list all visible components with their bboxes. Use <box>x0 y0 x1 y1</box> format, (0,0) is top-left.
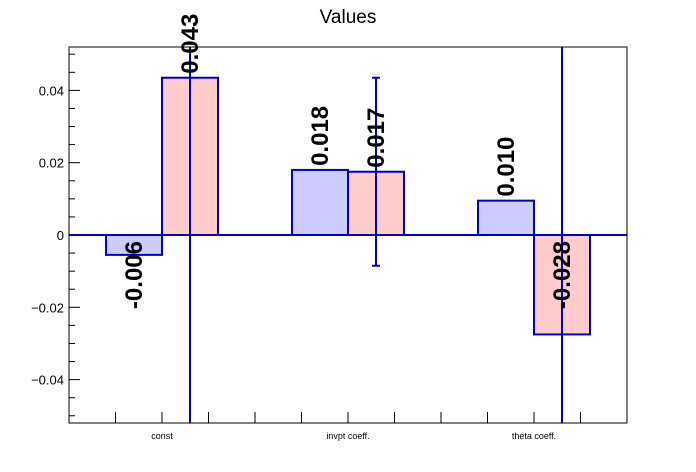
x-category-label: theta coeff. <box>512 431 556 441</box>
data-label: 0.017 <box>363 108 390 168</box>
data-labels-layer: -0.006 0.018 0.010 0.043 0.017 -0.028 <box>121 14 576 309</box>
x-category-label: const <box>151 431 173 441</box>
y-tick-label: 0.02 <box>39 156 64 171</box>
y-tick-label: 0 <box>57 228 64 243</box>
bar-series1 <box>291 168 349 236</box>
plot-frame <box>68 46 628 424</box>
data-label: -0.006 <box>121 241 148 309</box>
data-label: 0.010 <box>493 137 520 197</box>
data-label: 0.018 <box>307 106 334 166</box>
data-label: 0.043 <box>177 14 204 74</box>
y-axis: 0.04 0.02 0 −0.02 −0.04 <box>31 53 80 417</box>
data-label: -0.028 <box>549 241 576 309</box>
error-bars-layer <box>189 47 563 423</box>
y-tick-label: 0.04 <box>39 83 64 98</box>
y-tick-label: −0.02 <box>31 300 64 315</box>
bar-series1 <box>477 199 535 236</box>
y-tick-label: −0.04 <box>31 373 64 388</box>
chart-title: Values <box>320 7 377 28</box>
x-axis: const invpt coeff. theta coeff. <box>115 412 581 441</box>
x-category-label: invpt coeff. <box>326 431 369 441</box>
